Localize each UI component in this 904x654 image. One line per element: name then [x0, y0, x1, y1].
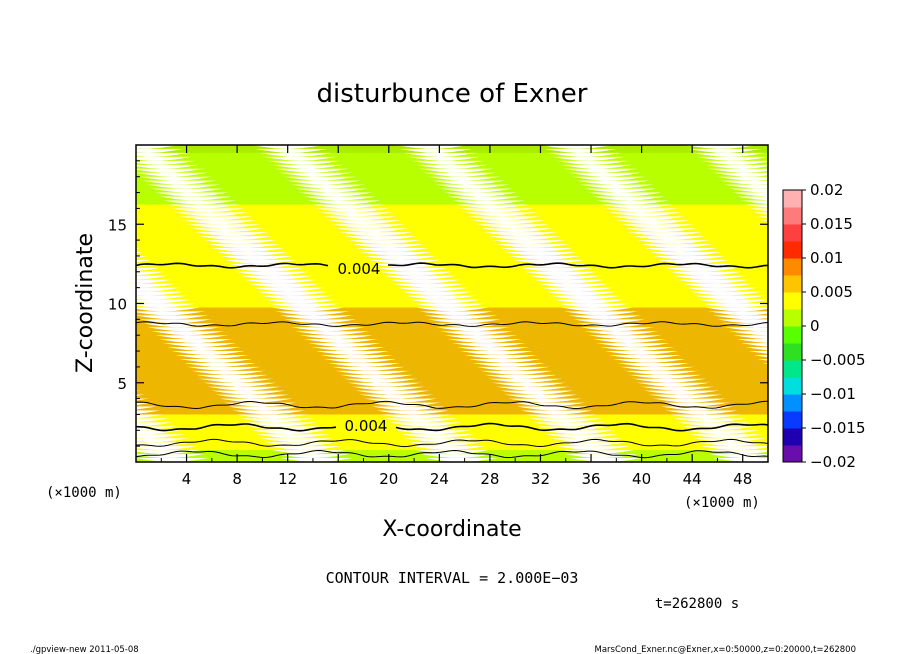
fill-band	[136, 192, 768, 201]
fill-band	[136, 426, 768, 435]
x-tick-label: 44	[683, 470, 702, 488]
x-tick-label: 36	[581, 470, 600, 488]
colorbar-tick-labels: 0.02 0.015 0.01 0.005 0 −0.005 −0.01 −0.015 −0.0…	[802, 181, 866, 471]
fill-band	[136, 283, 768, 292]
x-tick-label: 40	[632, 470, 651, 488]
contour-line	[135, 321, 769, 327]
colorbar-tick-label: 0.005	[810, 283, 853, 301]
contour-line	[135, 400, 769, 410]
colorbar-tick-label: 0.02	[810, 181, 843, 199]
fill-band	[136, 176, 768, 185]
y-tick-label: 15	[108, 216, 127, 234]
fill-band	[136, 271, 768, 280]
colorbar-segment	[783, 207, 802, 225]
colorbar-segment	[783, 224, 802, 242]
fill-band	[136, 414, 768, 423]
colorbar-segment	[783, 445, 802, 463]
fill-band	[136, 145, 768, 153]
colorbar-tick-label: −0.01	[810, 385, 856, 403]
fill-band	[136, 323, 768, 332]
y-axis-ticks: 5 10 15	[108, 160, 768, 447]
fill-band	[136, 422, 768, 431]
x-tick-label: 20	[379, 470, 398, 488]
fill-band	[136, 442, 768, 451]
footer-right: MarsCond_Exner.nc@Exner,x=0:50000,z=0:20…	[594, 645, 856, 654]
x-tick-label: 24	[430, 470, 449, 488]
x-tick-label: 28	[480, 470, 499, 488]
x-unit-right: (×1000 m)	[684, 495, 760, 511]
fill-band	[136, 145, 768, 149]
colorbar-tick-label: −0.02	[810, 453, 856, 471]
fill-band	[136, 319, 768, 328]
contour-labels: 0.004 0.004	[338, 260, 388, 435]
time-label: t=262800 s	[655, 596, 739, 612]
colorbar-segment	[783, 377, 802, 395]
x-tick-label: 8	[232, 470, 242, 488]
colorbar-tick-label: 0.015	[810, 215, 853, 233]
fill-band	[136, 418, 768, 427]
y-tick-label: 5	[117, 375, 127, 393]
x-tick-label: 12	[278, 470, 297, 488]
fill-band	[136, 180, 768, 189]
contour-line	[135, 449, 769, 459]
contour-label: 0.004	[345, 417, 388, 435]
y-tick-label: 10	[108, 296, 127, 314]
colorbar-segment	[783, 343, 802, 361]
colorbar-segment	[783, 411, 802, 429]
x-unit-left: (×1000 m)	[46, 485, 122, 501]
colorbar-segment	[783, 241, 802, 259]
fill-band	[136, 327, 768, 336]
fill-band	[136, 335, 768, 344]
x-tick-label: 4	[182, 470, 192, 488]
colorbar-segment	[783, 258, 802, 276]
colorbar-segment	[783, 309, 802, 327]
fill-band	[136, 291, 768, 300]
x-axis-label: X-coordinate	[382, 517, 521, 542]
chart-title: disturbunce of Exner	[317, 79, 588, 109]
fill-band	[136, 315, 768, 324]
colorbar-tick-label: 0	[810, 317, 820, 335]
contour-lines	[135, 262, 769, 459]
contour-line	[135, 422, 769, 432]
contour-interval: CONTOUR INTERVAL = 2.000E−03	[326, 569, 579, 587]
fill-band	[136, 275, 768, 284]
filled-contours	[136, 145, 768, 462]
fill-band	[136, 331, 768, 340]
x-tick-label: 32	[531, 470, 550, 488]
y-axis-label: Z-coordinate	[73, 233, 98, 373]
fill-band	[136, 434, 768, 443]
colorbar-segment	[783, 326, 802, 344]
fill-band	[136, 279, 768, 288]
colorbar-segment	[783, 394, 802, 412]
fill-band	[136, 188, 768, 197]
colorbar-segment	[783, 360, 802, 378]
colorbar-segment	[783, 190, 802, 208]
fill-band	[136, 295, 768, 304]
colorbar	[783, 190, 802, 463]
colorbar-tick-label: −0.005	[810, 351, 866, 369]
fill-band	[136, 446, 768, 455]
colorbar-tick-label: −0.015	[810, 419, 866, 437]
fill-band	[136, 168, 768, 177]
fill-band	[136, 430, 768, 439]
contour-line	[135, 262, 769, 269]
footer-left: ./gpview-new 2011-05-08	[30, 645, 139, 654]
colorbar-segment	[783, 292, 802, 310]
colorbar-tick-label: 0.01	[810, 249, 843, 267]
contour-line	[135, 438, 769, 448]
fill-band	[136, 172, 768, 181]
x-tick-label: 16	[329, 470, 348, 488]
x-tick-label: 48	[733, 470, 752, 488]
contour-label: 0.004	[338, 260, 381, 278]
fill-band	[136, 307, 768, 316]
fill-band	[136, 287, 768, 296]
x-axis-ticks: 4 8 12 16 20 24 28 32 36 40 44 48	[160, 145, 752, 488]
fill-band	[136, 156, 768, 165]
colorbar-segment	[783, 275, 802, 293]
fill-band	[136, 160, 768, 169]
fill-band	[136, 184, 768, 193]
colorbar-segment	[783, 428, 802, 446]
fill-band	[136, 149, 768, 157]
